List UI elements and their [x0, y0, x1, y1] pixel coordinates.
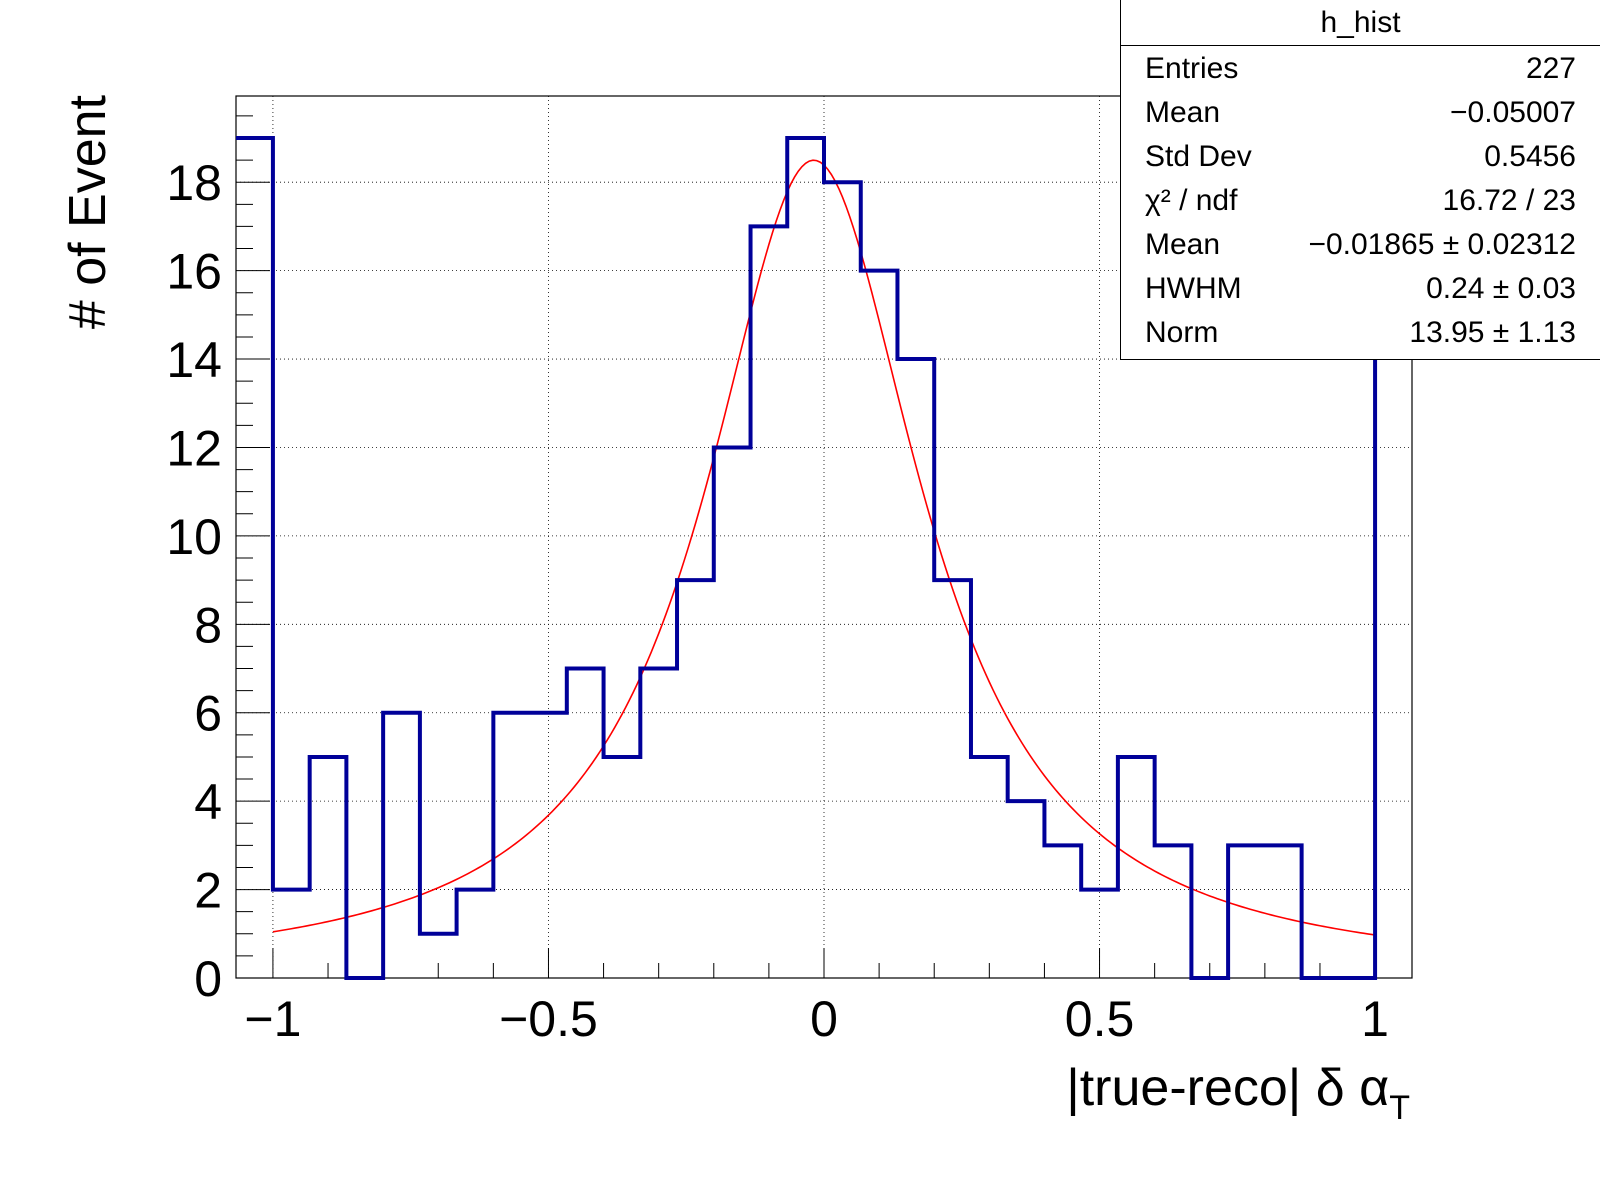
y-tick-label: 18 [166, 155, 222, 211]
x-tick-labels: −1 −0.5 0 0.5 1 [244, 991, 1389, 1047]
x-tick-label: −1 [244, 991, 301, 1047]
stats-value: 16.72 / 23 [1442, 184, 1576, 217]
y-tick-label: 4 [194, 774, 222, 830]
stats-row: χ² / ndf 16.72 / 23 [1145, 180, 1576, 224]
histogram-bin [383, 713, 420, 978]
stats-row: Mean −0.01865 ± 0.02312 [1145, 224, 1576, 268]
stats-value: 227 [1525, 52, 1576, 85]
stats-label: Mean [1145, 96, 1221, 129]
histogram-bin [273, 890, 310, 978]
y-axis-title: # of Event [59, 94, 117, 329]
histogram-bin [1155, 845, 1192, 978]
y-tick-label: 0 [194, 951, 222, 1007]
stats-label: HWHM [1145, 272, 1242, 305]
x-axis-title-main: |true-reco| δ α [1066, 1059, 1389, 1117]
y-tick-label: 14 [166, 332, 222, 388]
histogram-bin [1044, 845, 1081, 978]
histogram-bin [1265, 845, 1302, 978]
stats-row: Norm 13.95 ± 1.13 [1145, 312, 1576, 356]
histogram-bin [493, 713, 530, 978]
x-tick-label: 0.5 [1065, 991, 1135, 1047]
histogram-bin [934, 580, 971, 978]
stats-value: −0.01865 ± 0.02312 [1308, 228, 1576, 261]
y-tick-label: 12 [166, 420, 222, 476]
stats-label: Mean [1145, 228, 1221, 261]
stats-value: 0.24 ± 0.03 [1426, 272, 1576, 305]
stats-value: −0.05007 [1450, 96, 1576, 129]
histogram-bin [604, 757, 641, 978]
stats-label: Std Dev [1145, 140, 1252, 173]
histogram-bin [640, 669, 677, 978]
axis-ticks [236, 115, 1376, 979]
histogram-bin [677, 580, 714, 978]
y-tick-label: 2 [194, 863, 222, 919]
y-tick-label: 6 [194, 686, 222, 742]
stats-title: h_hist [1121, 0, 1600, 46]
y-tick-label: 10 [166, 509, 222, 565]
stats-row: Std Dev 0.5456 [1145, 136, 1576, 180]
stats-label: Norm [1145, 316, 1219, 349]
stats-label: Entries [1145, 52, 1239, 85]
histogram-bin [971, 757, 1008, 978]
histogram-bin [310, 757, 347, 978]
x-tick-label: −0.5 [499, 991, 598, 1047]
stats-label: χ² / ndf [1145, 184, 1238, 217]
histogram-bin [787, 138, 824, 978]
x-tick-label: 0 [810, 991, 838, 1047]
stats-value: 13.95 ± 1.13 [1409, 316, 1576, 349]
stats-box: h_hist Entries 227 Mean −0.05007 Std Dev 0.54… [1120, 0, 1600, 360]
y-tick-labels: 0 2 4 6 8 10 12 14 16 18 [166, 155, 222, 1007]
histogram-bin [457, 890, 494, 978]
y-tick-label: 8 [194, 597, 222, 653]
x-axis-title-subscript: T [1389, 1089, 1410, 1127]
overflow-bin [1375, 359, 1412, 978]
stats-row: Mean −0.05007 [1145, 92, 1576, 136]
y-tick-label: 16 [166, 244, 222, 300]
histogram-bin [897, 359, 934, 978]
stats-value: 0.5456 [1484, 140, 1576, 173]
histogram-bin [824, 182, 861, 978]
x-tick-label: 1 [1361, 991, 1389, 1047]
histogram-bin [567, 669, 604, 978]
histogram-bin [751, 226, 788, 978]
x-axis-title: |true-reco| δ αT [1066, 1059, 1410, 1127]
stats-row: HWHM 0.24 ± 0.03 [1145, 268, 1576, 312]
histogram-bin [1008, 801, 1045, 978]
stats-row: Entries 227 [1145, 48, 1576, 92]
histogram-outline [236, 136, 1378, 980]
histogram-bin [861, 271, 898, 978]
